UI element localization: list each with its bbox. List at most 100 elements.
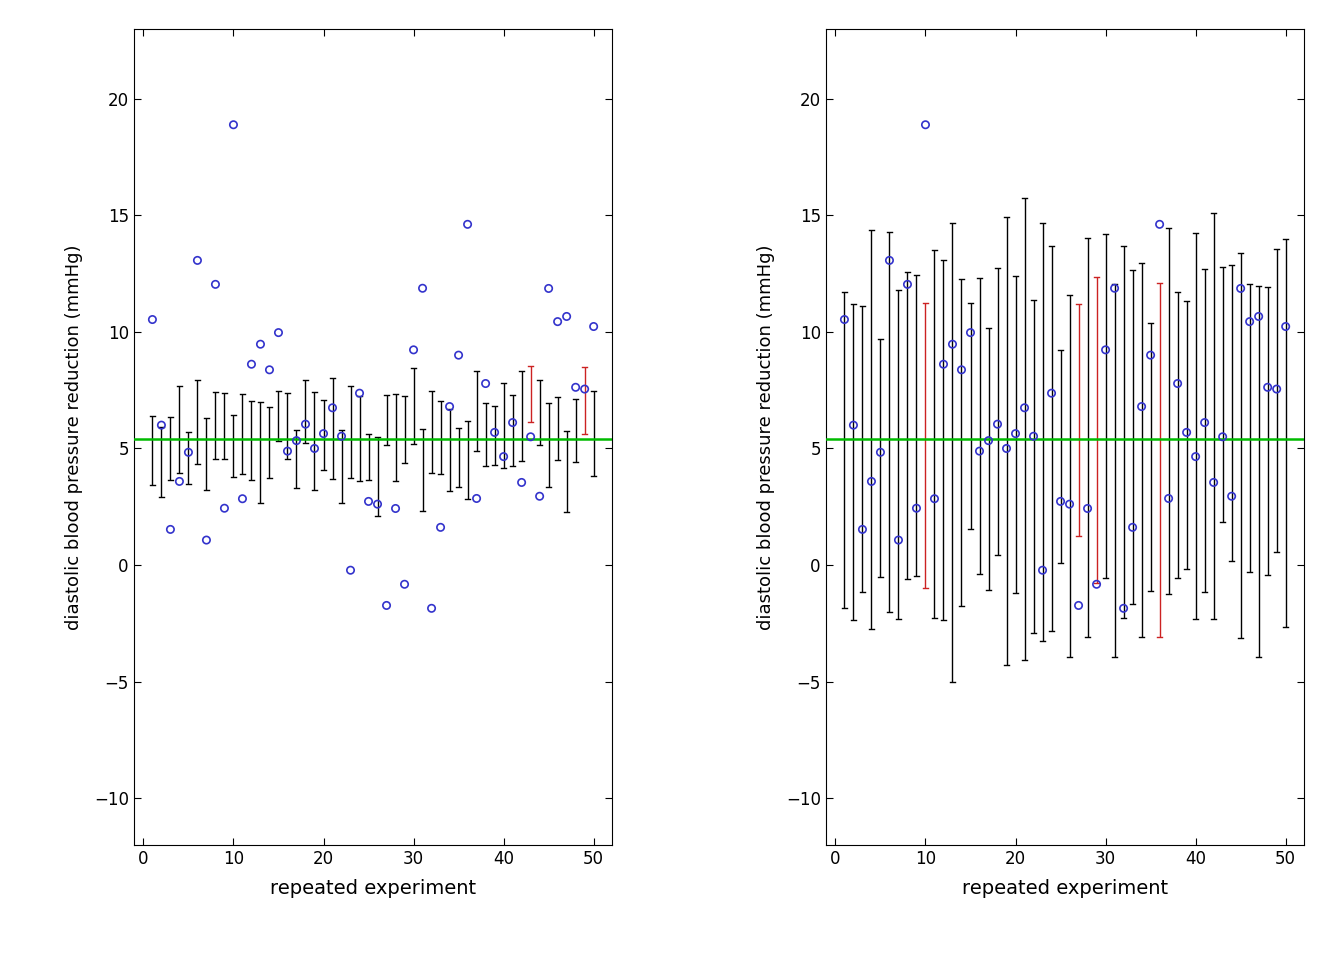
Point xyxy=(277,444,298,459)
Point xyxy=(950,362,972,377)
Point xyxy=(1059,496,1081,512)
Point xyxy=(538,280,559,296)
Point xyxy=(384,501,406,516)
Point xyxy=(160,521,181,537)
Point xyxy=(583,319,605,334)
Point xyxy=(457,217,478,232)
Point xyxy=(996,441,1017,456)
Point xyxy=(1220,489,1242,504)
Point xyxy=(1095,342,1117,357)
Point xyxy=(1122,519,1144,535)
Point xyxy=(349,386,371,401)
Point xyxy=(556,309,578,324)
Point xyxy=(259,362,281,377)
Point xyxy=(1103,280,1125,296)
Point xyxy=(520,429,542,444)
Point xyxy=(1013,400,1035,416)
Point xyxy=(1130,399,1152,415)
Point xyxy=(879,252,900,268)
Point xyxy=(1023,428,1044,444)
Point xyxy=(915,117,937,132)
Point xyxy=(267,324,289,340)
Point xyxy=(466,491,488,506)
Point xyxy=(313,426,335,442)
Point xyxy=(511,475,532,491)
Point xyxy=(977,433,999,448)
Point xyxy=(870,444,891,460)
Point xyxy=(1157,491,1179,506)
Point xyxy=(484,424,505,440)
Point xyxy=(421,601,442,616)
Point xyxy=(860,473,882,489)
X-axis label: repeated experiment: repeated experiment xyxy=(962,879,1168,899)
Point xyxy=(358,493,379,509)
Point xyxy=(474,376,496,392)
Point xyxy=(411,280,433,296)
Point xyxy=(1230,280,1251,296)
Point xyxy=(1193,415,1215,430)
Point xyxy=(1167,376,1188,392)
Point xyxy=(986,417,1008,432)
Point xyxy=(1275,319,1297,334)
Point xyxy=(1050,493,1071,509)
Point xyxy=(177,444,199,460)
Point xyxy=(241,356,262,372)
Point xyxy=(1176,424,1198,440)
Y-axis label: diastolic blood pressure reduction (mmHg): diastolic blood pressure reduction (mmHg… xyxy=(757,244,774,630)
Point xyxy=(969,444,991,459)
Point xyxy=(187,252,208,268)
Point xyxy=(1032,563,1054,578)
Point xyxy=(1005,426,1027,442)
Point xyxy=(1247,309,1269,324)
Point xyxy=(448,348,469,363)
Point xyxy=(564,379,586,395)
Point xyxy=(1140,348,1161,363)
Point xyxy=(367,496,388,512)
Point xyxy=(1239,314,1261,329)
Point xyxy=(204,276,226,292)
Point xyxy=(169,473,191,489)
Point xyxy=(214,500,235,516)
Point xyxy=(1257,379,1278,395)
Point xyxy=(403,342,425,357)
Point xyxy=(331,428,352,444)
Point xyxy=(906,500,927,516)
Point xyxy=(896,276,918,292)
Point xyxy=(852,521,874,537)
Point xyxy=(223,117,245,132)
Point xyxy=(1149,217,1171,232)
X-axis label: repeated experiment: repeated experiment xyxy=(270,879,476,899)
Point xyxy=(286,433,308,448)
Point xyxy=(501,415,523,430)
Point xyxy=(151,418,172,433)
Point xyxy=(1266,381,1288,396)
Point xyxy=(340,563,362,578)
Point xyxy=(833,312,855,327)
Point xyxy=(843,418,864,433)
Point xyxy=(1077,501,1098,516)
Point xyxy=(231,492,253,507)
Point xyxy=(1113,601,1134,616)
Point xyxy=(547,314,569,329)
Point xyxy=(887,533,909,548)
Point xyxy=(294,417,316,432)
Point xyxy=(933,356,954,372)
Point xyxy=(493,449,515,465)
Point xyxy=(574,381,595,396)
Point xyxy=(321,400,343,416)
Point xyxy=(196,533,218,548)
Y-axis label: diastolic blood pressure reduction (mmHg): diastolic blood pressure reduction (mmHg… xyxy=(65,244,83,630)
Point xyxy=(1067,598,1089,613)
Point xyxy=(1086,577,1107,592)
Point xyxy=(376,598,398,613)
Point xyxy=(1203,475,1224,491)
Point xyxy=(1212,429,1234,444)
Point xyxy=(141,312,163,327)
Point xyxy=(250,337,271,352)
Point xyxy=(439,399,461,415)
Point xyxy=(1040,386,1062,401)
Point xyxy=(304,441,325,456)
Point xyxy=(1185,449,1207,465)
Point xyxy=(960,324,981,340)
Point xyxy=(530,489,551,504)
